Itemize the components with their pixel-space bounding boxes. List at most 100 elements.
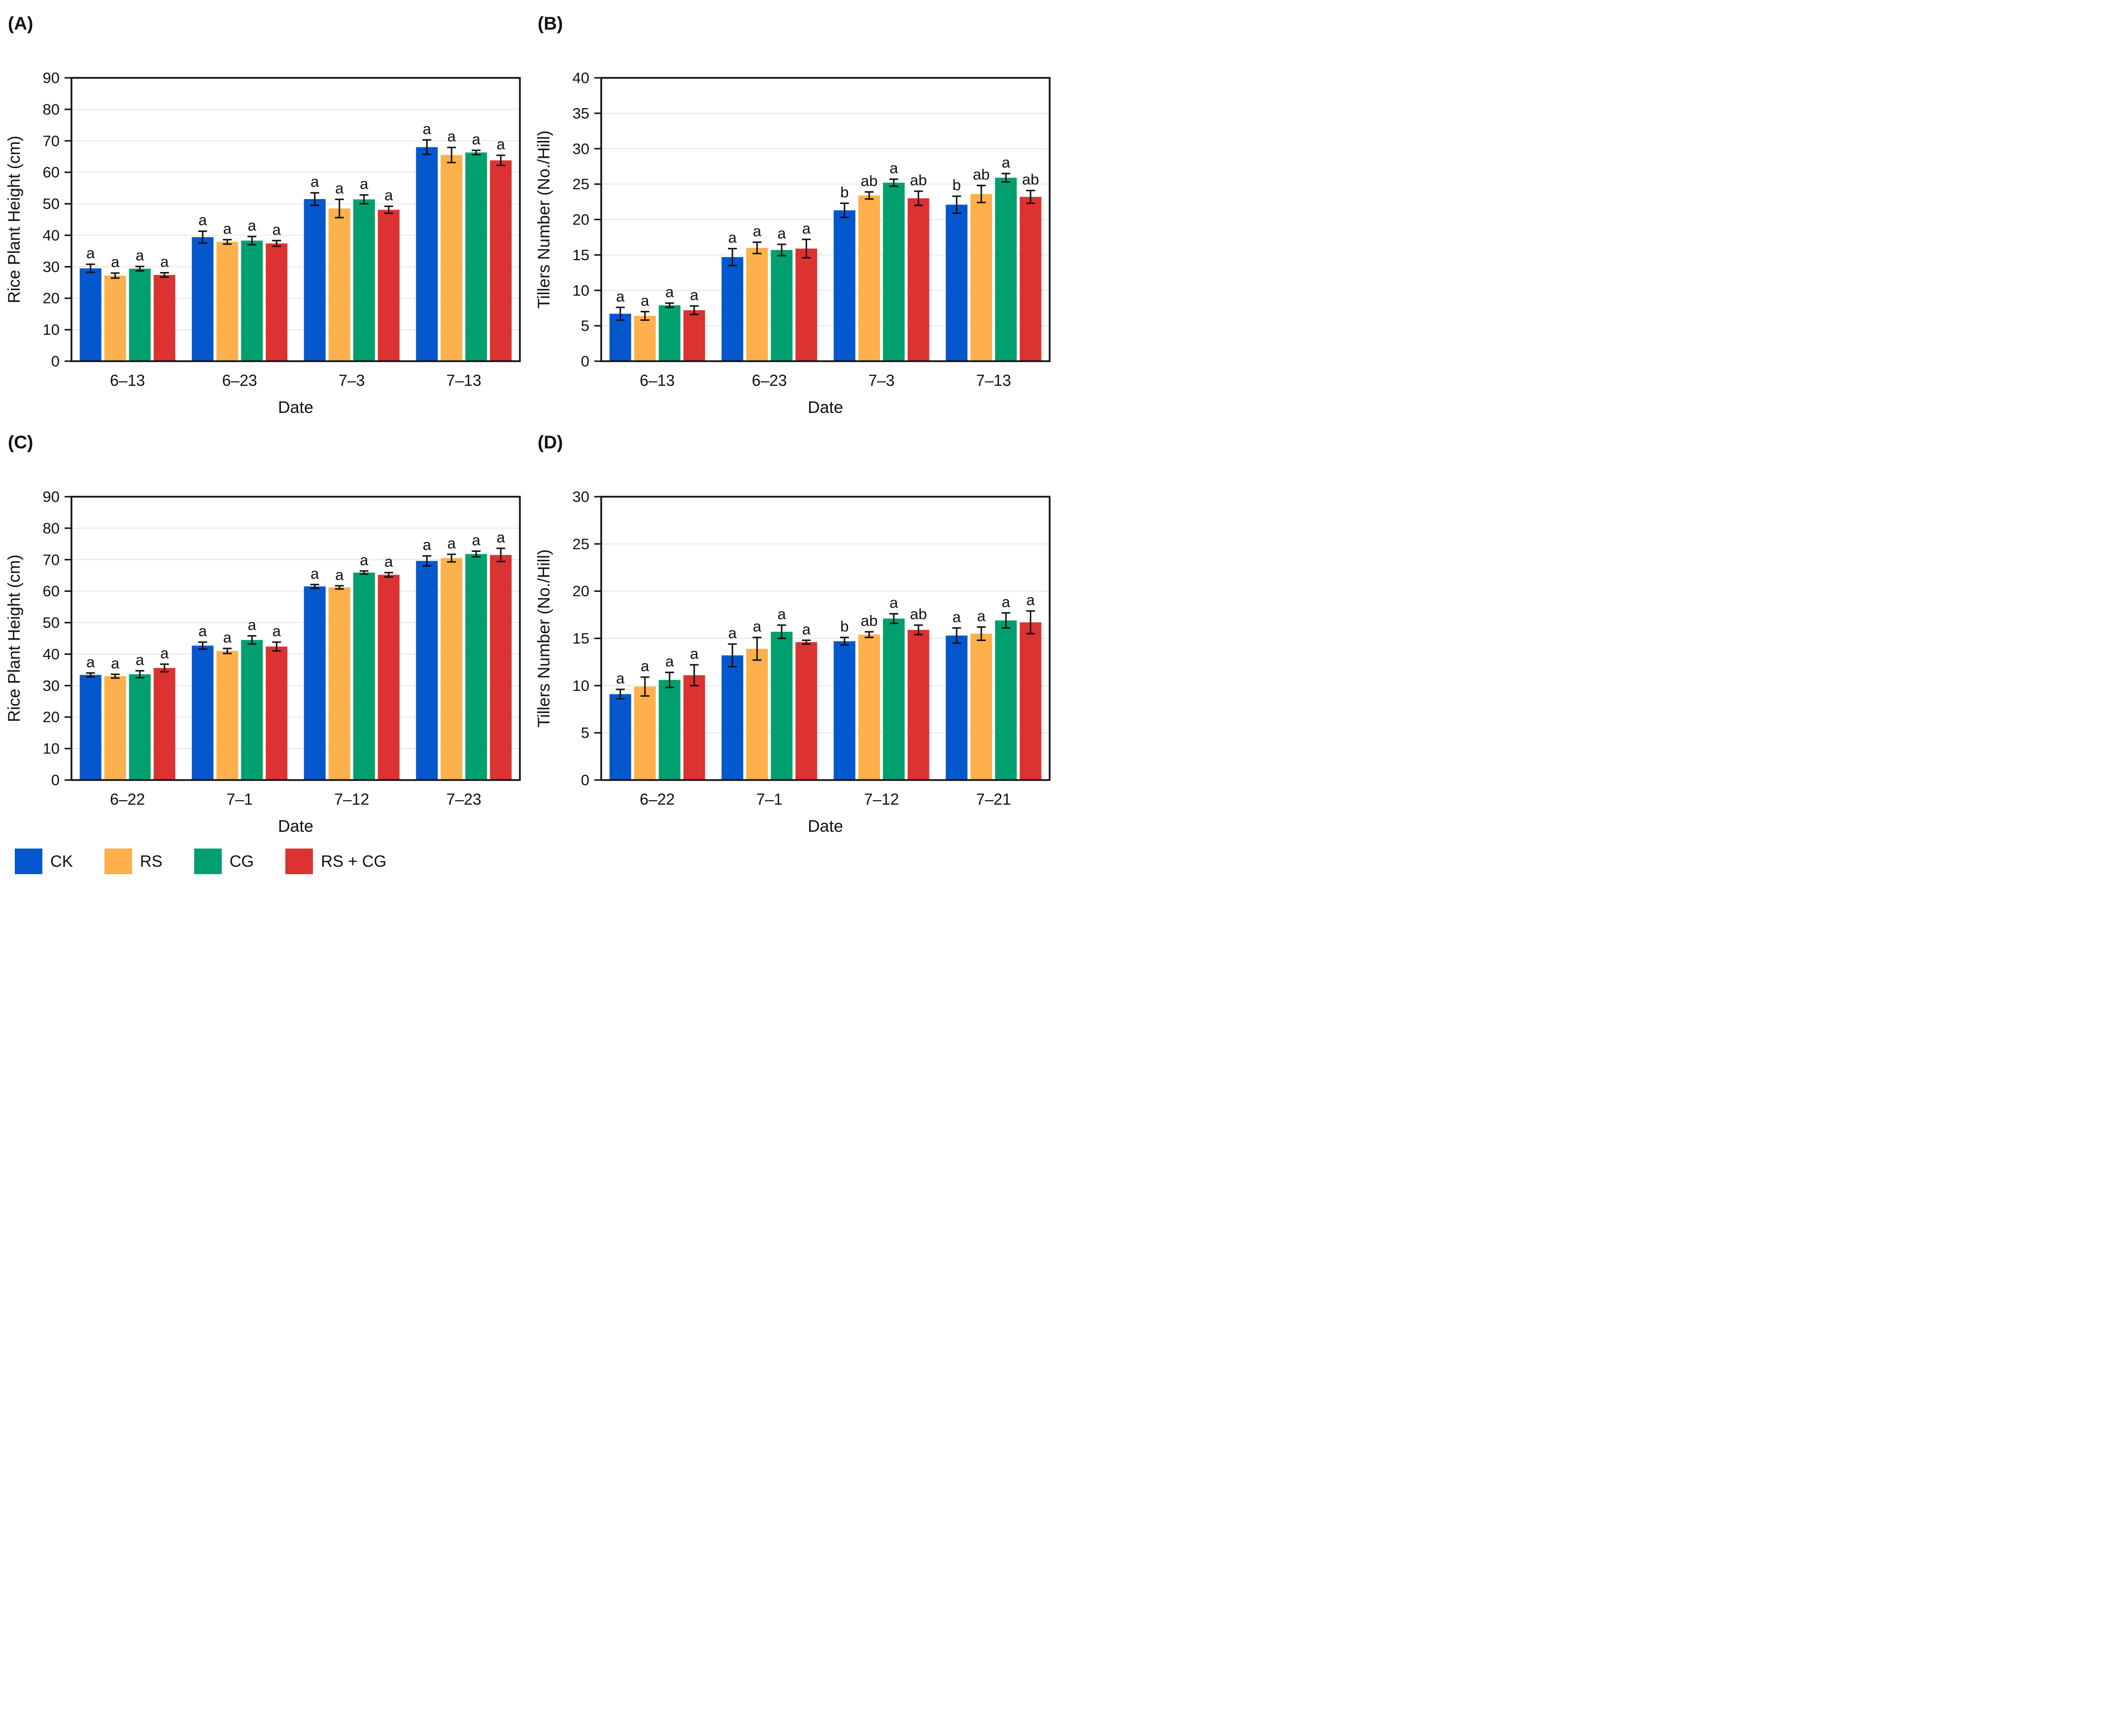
x-tick-label: 6–23: [752, 372, 787, 389]
bar-RS + CG: [795, 642, 818, 780]
plot-frame: [70, 77, 521, 362]
bar-RS + CG: [683, 675, 705, 780]
y-tick-label: 60: [43, 582, 60, 600]
bar-CG: [771, 250, 793, 361]
bar-CK: [833, 210, 855, 361]
bar-CG: [883, 182, 905, 361]
significance-letter: a: [335, 566, 344, 583]
significance-letter: a: [160, 253, 169, 270]
bar-RS + CG: [377, 209, 400, 361]
x-tick-label: 7–3: [339, 372, 365, 389]
significance-letter: ab: [861, 612, 878, 629]
bar-RS: [328, 587, 350, 780]
bar-CK: [946, 204, 968, 361]
y-tick-label: 5: [581, 317, 589, 335]
legend: CK RS CG RS + CG: [15, 849, 1060, 874]
significance-letter: a: [641, 657, 649, 675]
bar-RS + CG: [490, 160, 512, 361]
bar-CK: [833, 641, 855, 780]
bar-CK: [304, 586, 326, 780]
bar-RS: [441, 155, 463, 361]
bar-RS: [328, 208, 350, 361]
legend-swatch-rscg: [285, 849, 313, 874]
x-tick-label: 7–21: [976, 790, 1011, 808]
x-tick-label: 7–1: [227, 790, 253, 808]
significance-letter: a: [889, 160, 898, 177]
significance-letter: a: [641, 292, 649, 309]
significance-letter: a: [199, 622, 207, 640]
panel-B: (B) a a b b a a ab ab a a a a a a ab ab 0 5 10 15 20 25 30 35 40…: [530, 4, 1060, 423]
bar-RS + CG: [1020, 197, 1042, 361]
x-axis-label: Date: [278, 398, 313, 417]
significance-letter: b: [840, 618, 849, 635]
y-tick-label: 70: [43, 551, 60, 568]
significance-letter: a: [199, 211, 207, 229]
bar-CG: [883, 618, 905, 780]
bar-RS + CG: [266, 647, 288, 780]
significance-letter: ab: [1022, 171, 1039, 188]
bar-RS: [216, 241, 239, 361]
bar-CG: [241, 240, 263, 361]
y-tick-label: 10: [573, 282, 589, 299]
panel-C: (C) a a a a a a a a a a a a a a a a 0 10 20 30 40 50 60 70 80 90 6…: [0, 423, 530, 842]
legend-label-rs: RS: [139, 852, 163, 870]
significance-letter: a: [616, 288, 625, 305]
significance-letter: a: [472, 131, 481, 148]
y-tick-label: 10: [573, 677, 589, 694]
significance-letter: a: [802, 620, 811, 638]
panel-label-D: (D): [538, 432, 563, 452]
significance-letter: a: [447, 128, 456, 145]
chart-C: (C) aaaaaaaaaaaaaaaa01020304050607080906…: [5, 432, 521, 836]
y-tick-label: 25: [573, 535, 589, 552]
bar-CG: [658, 680, 681, 780]
y-tick-label: 20: [43, 709, 60, 726]
significance-letter: a: [753, 223, 762, 240]
legend-label-cg: CG: [229, 852, 254, 870]
x-tick-label: 6–22: [110, 790, 145, 808]
bar-CG: [129, 674, 151, 780]
bar-CG: [465, 554, 487, 780]
bar-CG: [353, 572, 375, 780]
bar-CK: [946, 635, 968, 780]
significance-letter: a: [273, 221, 281, 238]
bar-RS: [970, 633, 992, 780]
bar-CK: [79, 675, 102, 780]
significance-letter: a: [447, 535, 456, 552]
bar-CK: [79, 268, 102, 361]
y-tick-label: 70: [43, 132, 60, 149]
legend-label-ck: CK: [50, 852, 73, 870]
bar-RS + CG: [153, 274, 175, 361]
bar-RS + CG: [907, 198, 929, 361]
significance-letter: ab: [861, 172, 878, 189]
bar-RS: [970, 194, 992, 361]
significance-letter: a: [497, 136, 506, 153]
y-tick-label: 25: [573, 175, 589, 193]
significance-letter: a: [423, 536, 432, 553]
bar-CK: [192, 237, 214, 361]
x-axis-label: Date: [278, 817, 313, 836]
significance-letter: a: [248, 616, 257, 633]
bar-CK: [416, 147, 438, 361]
y-tick-label: 50: [43, 614, 60, 631]
bar-RS + CG: [795, 248, 818, 361]
bar-CK: [416, 561, 438, 780]
significance-letter: a: [665, 653, 674, 670]
significance-letter: a: [778, 225, 786, 242]
x-tick-label: 6–23: [222, 372, 257, 389]
y-tick-label: 20: [573, 211, 589, 228]
y-tick-label: 30: [573, 488, 589, 506]
y-tick-label: 30: [43, 258, 60, 275]
significance-letter: a: [136, 651, 144, 668]
significance-letter: a: [472, 532, 481, 549]
bar-RS: [216, 651, 239, 780]
y-axis-label: Tillers Number (No./Hill): [535, 549, 553, 727]
y-tick-label: 0: [581, 353, 589, 370]
significance-letter: a: [728, 229, 737, 246]
y-tick-label: 20: [43, 290, 60, 307]
y-axis-label: Tillers Number (No./Hill): [535, 131, 553, 308]
